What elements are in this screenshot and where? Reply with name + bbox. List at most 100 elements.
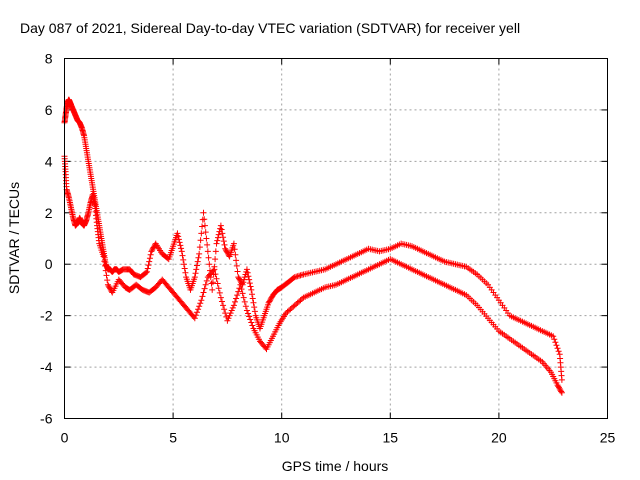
- data-point: [103, 272, 110, 279]
- data-point: [233, 257, 240, 264]
- data-point: [297, 297, 304, 304]
- data-point: [198, 297, 205, 304]
- data-point: [175, 233, 182, 240]
- data-point: [246, 276, 253, 283]
- data-point: [102, 267, 109, 274]
- plot-frame: [64, 58, 608, 419]
- data-point: [199, 223, 206, 230]
- data-point: [244, 269, 251, 276]
- data-point: [195, 254, 202, 261]
- data-point: [198, 230, 205, 237]
- data-point: [248, 286, 255, 293]
- data-point: [209, 279, 216, 286]
- data-point: [249, 295, 256, 302]
- data-point: [147, 251, 154, 258]
- data-point: [556, 385, 563, 392]
- data-point: [221, 306, 228, 313]
- data-point: [240, 279, 247, 286]
- data-point: [290, 303, 297, 310]
- y-tick-label: 6: [45, 102, 53, 118]
- data-point: [144, 268, 151, 275]
- data-point: [104, 281, 111, 288]
- x-tick-label: 0: [61, 430, 69, 446]
- data-point: [204, 241, 211, 248]
- data-point: [178, 245, 185, 252]
- data-point: [294, 299, 301, 306]
- data-point: [149, 247, 156, 254]
- data-point: [219, 230, 226, 237]
- data-point: [220, 302, 227, 309]
- data-point: [268, 294, 275, 301]
- data-point: [146, 255, 153, 262]
- data-point: [201, 285, 208, 292]
- x-tick-label: 10: [274, 430, 290, 446]
- data-point: [220, 238, 227, 245]
- data-point: [216, 289, 223, 296]
- data-point: [233, 262, 240, 269]
- data-point: [214, 234, 221, 241]
- y-tick-label: 8: [45, 51, 53, 67]
- y-tick-label: 2: [45, 205, 53, 221]
- data-point: [191, 274, 198, 281]
- data-point: [296, 298, 303, 305]
- data-point: [267, 295, 274, 302]
- data-point: [290, 274, 297, 281]
- y-tick-label: 4: [45, 153, 53, 169]
- data-point: [179, 252, 186, 259]
- x-tick-labels: 0 5 10 15 20 25: [61, 430, 616, 446]
- data-point: [142, 269, 149, 276]
- data-point: [249, 322, 256, 329]
- data-point: [201, 216, 208, 223]
- data-point: [241, 298, 248, 305]
- data-point: [224, 317, 231, 324]
- data-point: [229, 304, 236, 311]
- data-point: [213, 275, 220, 282]
- data-point: [202, 281, 209, 288]
- y-tick-label: 0: [45, 256, 53, 272]
- data-point: [242, 303, 249, 310]
- data-point: [194, 258, 201, 265]
- data-point: [180, 261, 187, 268]
- data-point: [217, 294, 224, 301]
- data-point: [551, 336, 558, 343]
- data-point: [203, 277, 210, 284]
- data-point: [243, 268, 250, 275]
- data-point: [287, 306, 294, 313]
- data-point: [247, 283, 254, 290]
- data-point: [243, 266, 250, 273]
- data-point: [558, 389, 565, 396]
- data-point: [248, 319, 255, 326]
- y-tick-label: -6: [40, 411, 53, 427]
- data-point: [193, 266, 200, 273]
- data-point: [209, 286, 216, 293]
- data-point: [234, 268, 241, 275]
- data-point: [238, 286, 245, 293]
- data-point: [215, 285, 222, 292]
- y-axis-label: SDTVAR / TECUs: [6, 182, 22, 294]
- data-point: [210, 267, 217, 274]
- data-point: [555, 348, 562, 355]
- data-point: [245, 310, 252, 317]
- data-point: [199, 293, 206, 300]
- data-point: [192, 312, 199, 319]
- data-point: [201, 222, 208, 229]
- data-point: [145, 262, 152, 269]
- data-point: [214, 237, 221, 244]
- data-point: [554, 382, 561, 389]
- x-tick-label: 5: [169, 430, 177, 446]
- data-point: [235, 288, 242, 295]
- data-point: [241, 274, 248, 281]
- data-point: [283, 310, 290, 317]
- axis-ticks: [64, 58, 608, 419]
- x-tick-label: 20: [491, 430, 507, 446]
- data-point: [193, 309, 200, 316]
- data-point: [215, 231, 222, 238]
- data-point: [557, 387, 564, 394]
- data-point: [558, 388, 565, 395]
- data-point: [228, 307, 235, 314]
- data-point: [266, 298, 273, 305]
- chart-title: Day 087 of 2021, Sidereal Day-to-day VTE…: [20, 20, 520, 36]
- data-point: [226, 312, 233, 319]
- data-point: [552, 339, 559, 346]
- data-point: [233, 295, 240, 302]
